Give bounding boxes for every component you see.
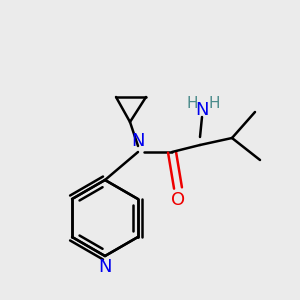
Text: N: N [195, 101, 209, 119]
Text: N: N [98, 258, 112, 276]
Text: N: N [131, 132, 145, 150]
Text: O: O [171, 191, 185, 209]
Text: H: H [186, 95, 198, 110]
Text: H: H [208, 95, 220, 110]
